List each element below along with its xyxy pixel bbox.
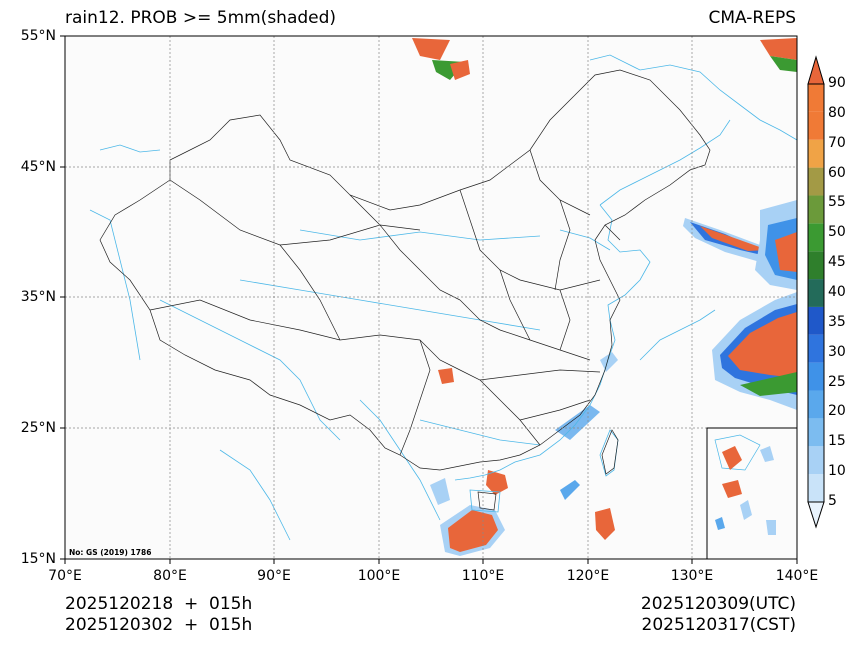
init-time-cst: 2025120302 + 015h	[65, 615, 253, 635]
gridlines	[65, 36, 797, 559]
colorbar-extend-low	[807, 501, 825, 529]
colorbar-label-35: 35	[828, 313, 846, 330]
lon-label-80: 80°E	[153, 568, 187, 584]
lon-label-120: 120°E	[566, 568, 610, 584]
colorbar-label-70: 70	[828, 134, 846, 151]
colorbar-label-45: 45	[828, 254, 846, 271]
colorbar-label-50: 50	[828, 224, 846, 241]
colorbar-segment	[808, 139, 824, 168]
colorbar-segment	[808, 279, 824, 307]
colorbar-segment	[808, 167, 824, 196]
colorbar-label-10: 10	[828, 463, 846, 480]
lat-label-15: 15°N	[20, 551, 56, 567]
colorbar-label-80: 80	[828, 104, 846, 121]
colorbar-label-60: 60	[828, 164, 846, 181]
lon-label-90: 90°E	[257, 568, 291, 584]
south-china-sea-inset	[706, 427, 798, 560]
init-time-utc: 2025120218 + 015h	[65, 594, 253, 614]
valid-time-cst: 2025120317(CST)	[641, 615, 796, 635]
colorbar-segment	[808, 84, 824, 112]
colorbar-segment	[808, 111, 824, 140]
map-background	[65, 36, 797, 559]
colorbar-segment	[808, 418, 824, 447]
precip-shading	[412, 38, 797, 556]
lat-label-35: 35°N	[20, 289, 56, 305]
lon-label-140: 140°E	[775, 568, 819, 584]
colorbar-extend-high	[807, 55, 825, 85]
coastlines	[89, 54, 797, 541]
colorbar-label-15: 15	[828, 433, 846, 450]
colorbar-segment	[808, 390, 824, 419]
colorbar-segment	[808, 362, 824, 391]
lat-label-55: 55°N	[20, 28, 56, 44]
colorbar-label-5: 5	[828, 493, 837, 509]
province-borders	[99, 69, 711, 471]
lon-label-70: 70°E	[48, 568, 82, 584]
colorbar-frame	[807, 83, 825, 503]
lon-label-100: 100°E	[357, 568, 401, 584]
valid-time-utc: 2025120309(UTC)	[640, 594, 796, 614]
lon-label-110: 110°E	[461, 568, 505, 584]
colorbar-segment	[808, 195, 824, 224]
axis-ticks	[60, 35, 798, 564]
colorbar-segment	[808, 251, 824, 280]
map-approval-number: No: GS (2019) 1786	[69, 548, 152, 557]
colorbar-segment	[808, 446, 824, 475]
map-title: rain12. PROB >= 5mm(shaded)	[65, 8, 337, 28]
taiwan-outline	[601, 429, 619, 475]
colorbar	[807, 55, 825, 529]
colorbar-segment	[808, 334, 824, 363]
colorbar-label-90: 90	[828, 75, 846, 91]
colorbar-label-25: 25	[828, 373, 846, 390]
colorbar-label-30: 30	[828, 343, 846, 360]
colorbar-label-20: 20	[828, 403, 846, 420]
colorbar-segment	[808, 223, 824, 252]
colorbar-segment	[808, 306, 824, 335]
lat-label-25: 25°N	[20, 420, 56, 436]
colorbar-label-40: 40	[828, 284, 846, 300]
lat-label-45: 45°N	[20, 159, 56, 175]
hainan-outline	[477, 491, 497, 511]
model-name: CMA-REPS	[708, 8, 796, 28]
colorbar-label-55: 55	[828, 194, 846, 211]
colorbar-segment	[808, 474, 824, 502]
lon-label-130: 130°E	[670, 568, 714, 584]
